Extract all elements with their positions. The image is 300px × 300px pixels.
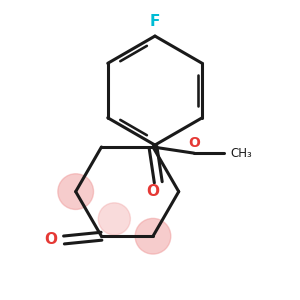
Circle shape — [135, 218, 171, 254]
Text: F: F — [150, 14, 160, 29]
Text: O: O — [146, 184, 159, 199]
Circle shape — [58, 174, 94, 209]
Text: O: O — [188, 136, 200, 150]
Text: CH₃: CH₃ — [231, 147, 253, 160]
Text: O: O — [44, 232, 57, 247]
Circle shape — [98, 203, 130, 235]
